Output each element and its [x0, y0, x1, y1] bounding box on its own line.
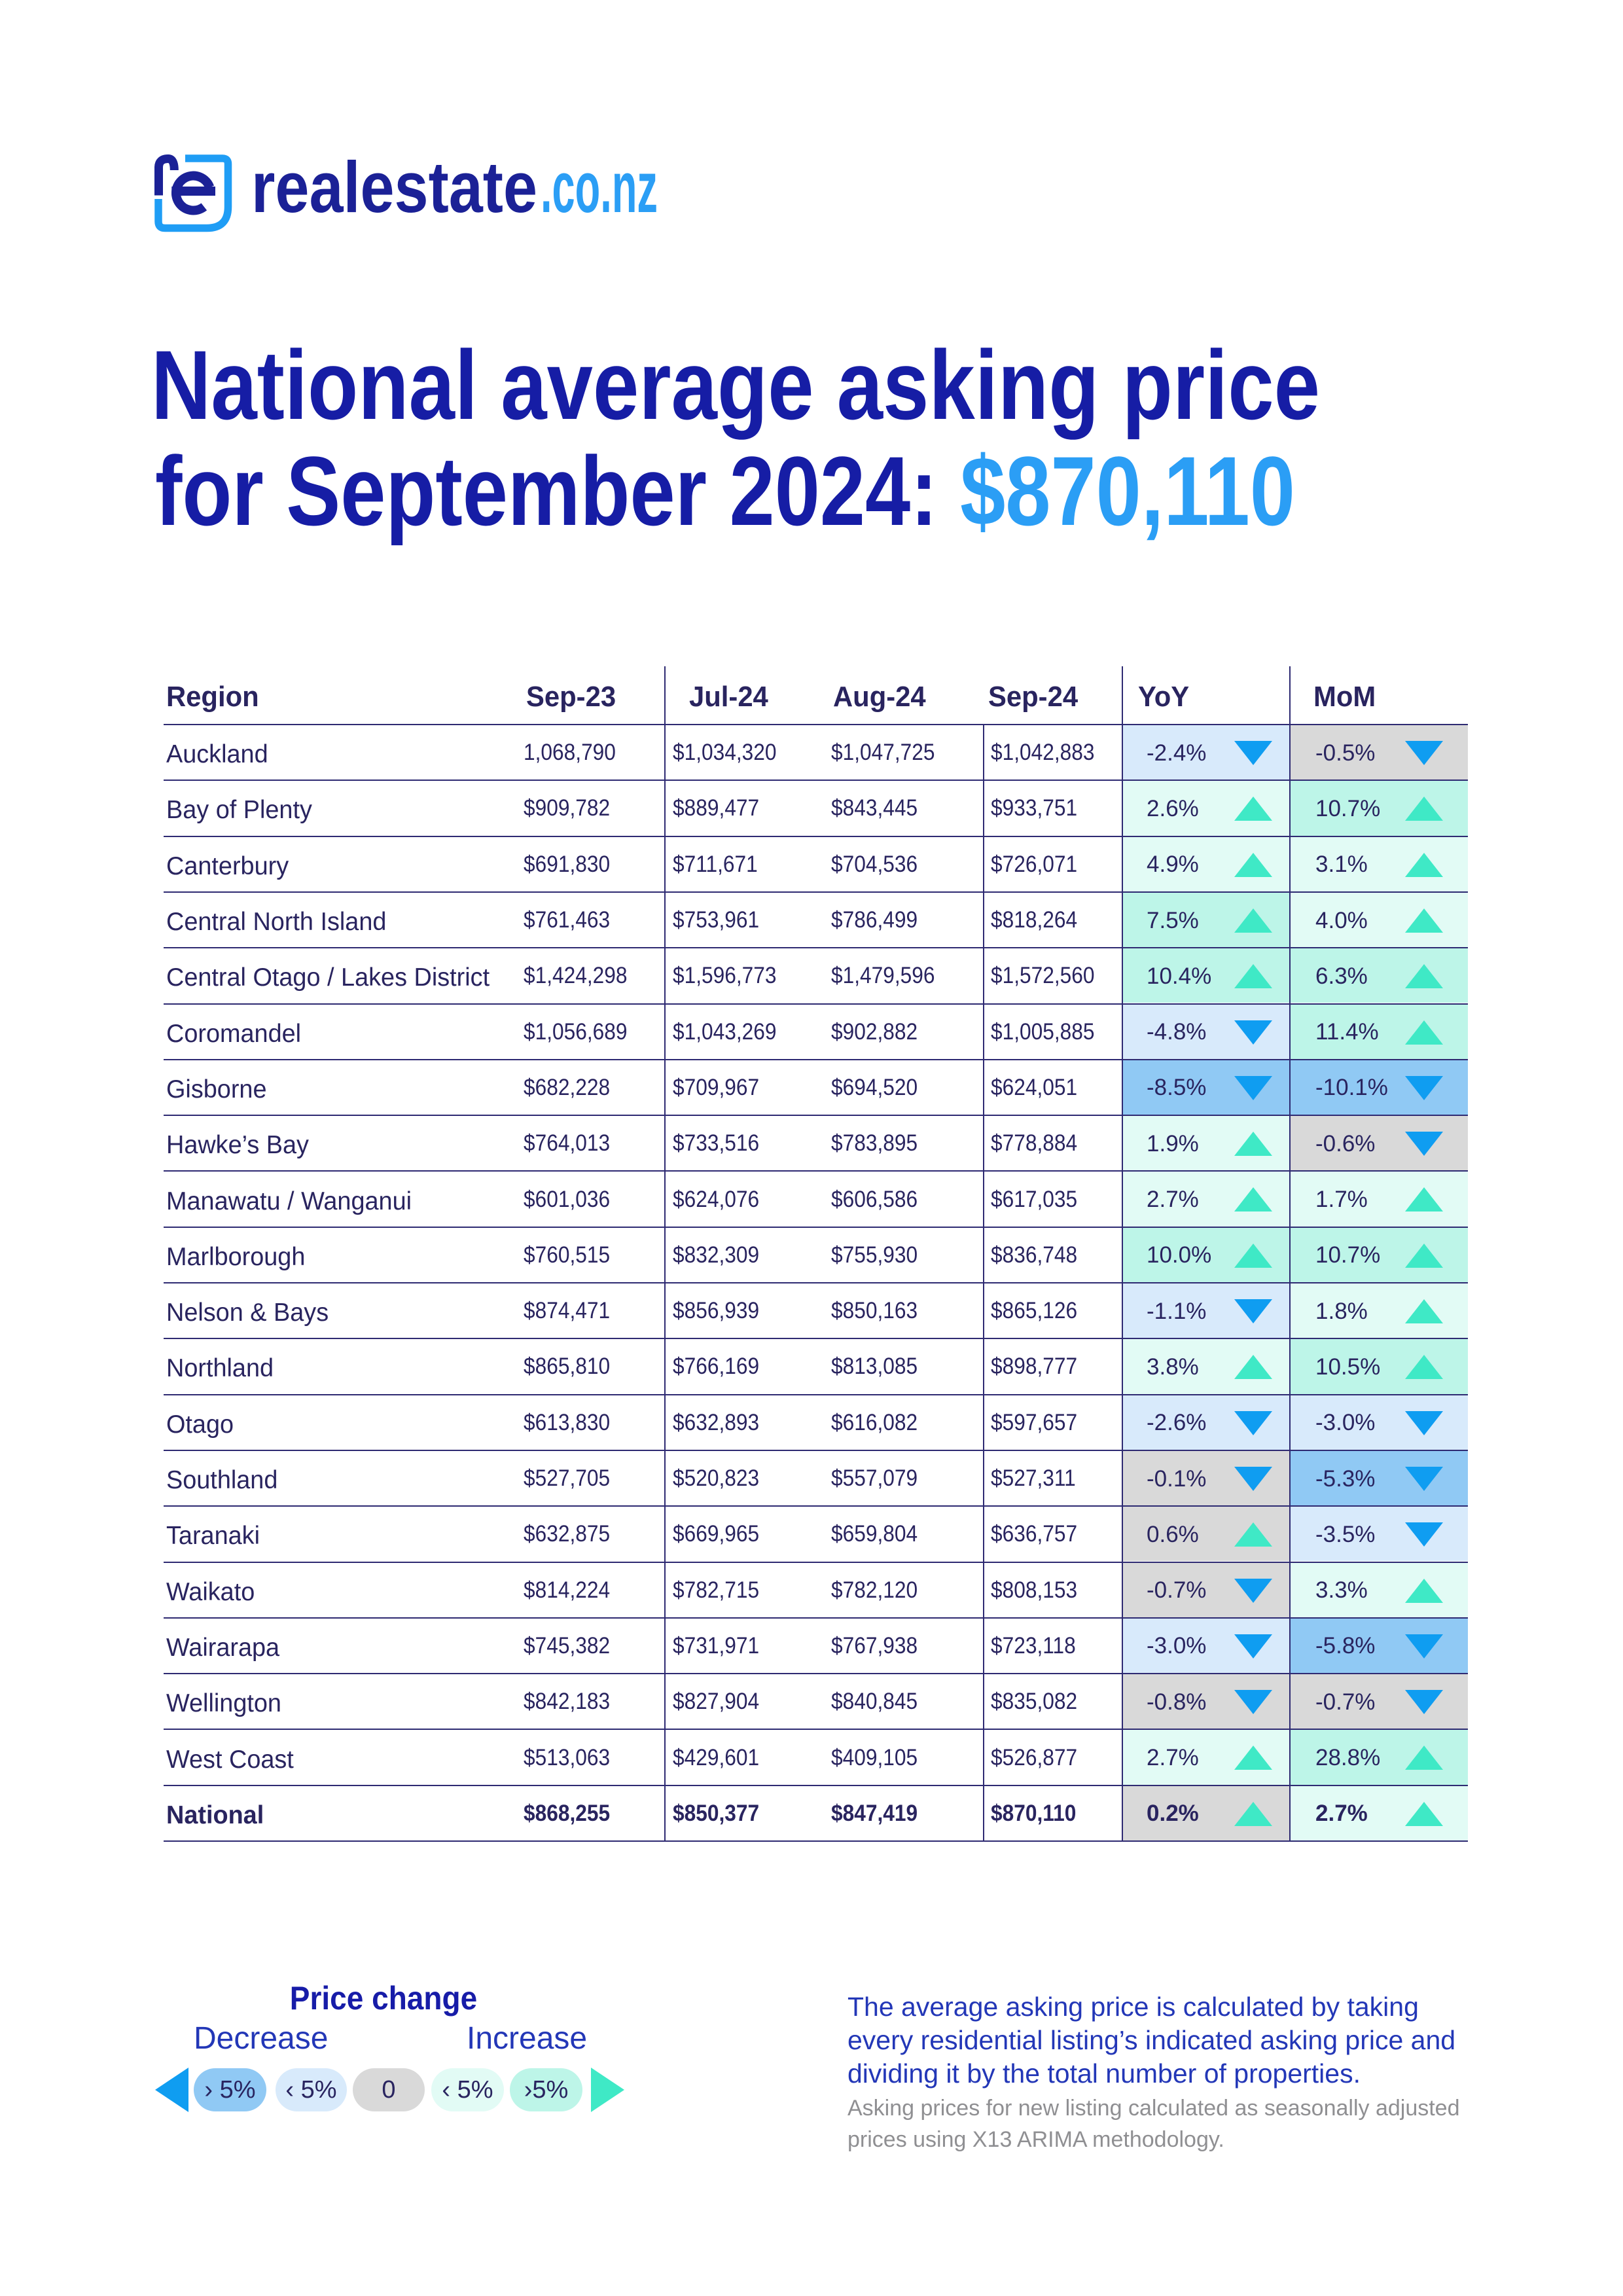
svg-text:.co.nz: .co.nz	[541, 147, 658, 228]
svg-text:realestate: realestate	[251, 147, 537, 228]
